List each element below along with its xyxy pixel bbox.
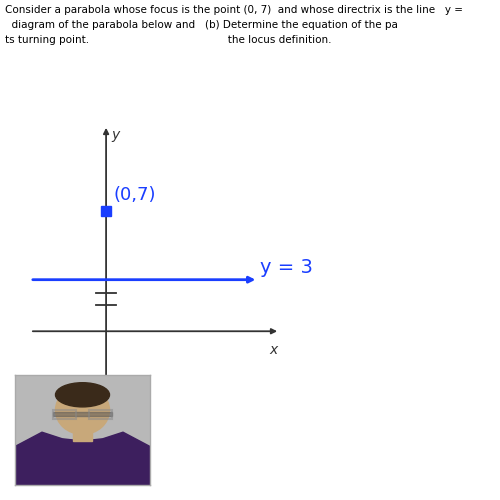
Text: y: y	[112, 128, 120, 142]
Text: Consider a parabola whose focus is the point (0, 7)  and whose directrix is the : Consider a parabola whose focus is the p…	[5, 5, 463, 15]
Text: the locus definition.: the locus definition.	[205, 35, 332, 45]
Text: (b) Determine the equation of the pa: (b) Determine the equation of the pa	[205, 20, 398, 30]
Text: y = 3: y = 3	[260, 258, 314, 277]
Ellipse shape	[56, 382, 110, 407]
Text: (0,7): (0,7)	[114, 186, 156, 204]
Polygon shape	[15, 432, 150, 485]
Ellipse shape	[56, 386, 110, 434]
Text: x: x	[270, 344, 278, 357]
Text: diagram of the parabola below and: diagram of the parabola below and	[5, 20, 195, 30]
Bar	[73, 428, 92, 441]
Bar	[90, 410, 112, 419]
Bar	[53, 410, 76, 419]
Text: ts turning point.: ts turning point.	[5, 35, 89, 45]
Bar	[53, 412, 112, 416]
